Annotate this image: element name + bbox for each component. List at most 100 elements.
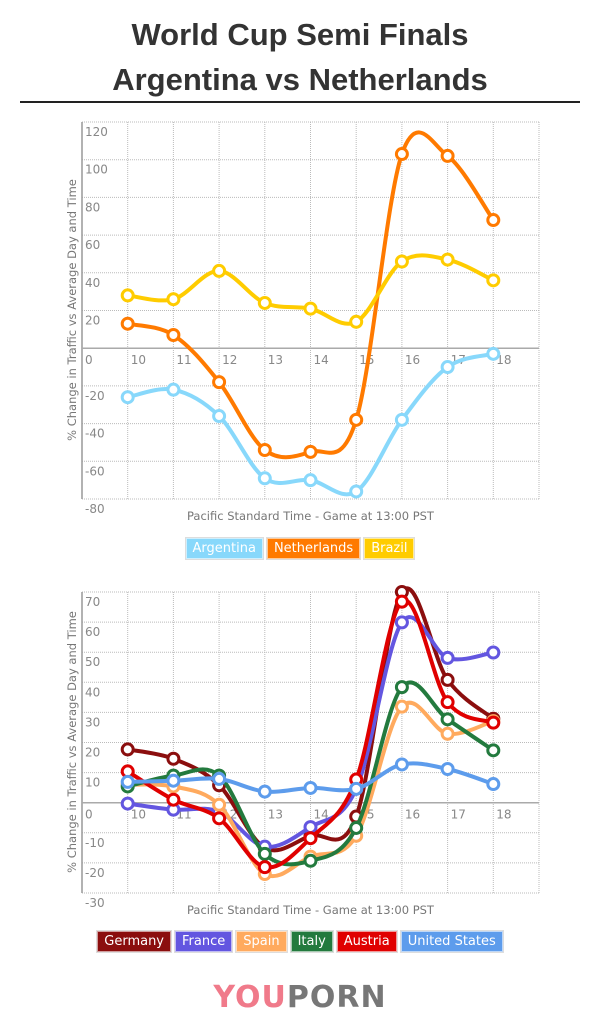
y-tick-label: 20	[85, 314, 100, 328]
legend-item-italy: Italy	[289, 930, 334, 953]
legend-item-united-states: United States	[399, 930, 504, 953]
data-point	[394, 254, 409, 269]
data-point	[440, 672, 455, 687]
data-point	[440, 712, 455, 727]
x-tick-label: 17	[451, 808, 466, 822]
data-point	[394, 147, 409, 162]
data-point	[440, 148, 455, 163]
data-point	[257, 860, 272, 875]
data-point	[303, 820, 318, 835]
y-tick-label: -20	[85, 389, 105, 403]
x-tick-label: 10	[131, 808, 146, 822]
series-italy	[120, 680, 501, 868]
data-point	[394, 412, 409, 427]
x-tick-label: 16	[405, 808, 420, 822]
data-point	[120, 774, 135, 789]
data-point	[257, 442, 272, 457]
x-axis-label: Pacific Standard Time - Game at 13:00 PS…	[187, 509, 435, 523]
data-point	[349, 781, 364, 796]
data-point	[440, 650, 455, 665]
y-axis-label: % Change in Traffic vs Average Day and T…	[65, 611, 79, 873]
data-point	[349, 484, 364, 499]
data-point	[440, 726, 455, 741]
data-point	[212, 797, 227, 812]
data-point	[486, 743, 501, 758]
data-point	[166, 773, 181, 788]
x-tick-label: 16	[405, 353, 420, 367]
data-point	[440, 360, 455, 375]
y-tick-label: -80	[85, 502, 105, 516]
logo-part-1: YOU	[213, 980, 287, 1015]
data-point	[166, 792, 181, 807]
y-tick-label: 80	[85, 200, 100, 214]
data-point	[212, 263, 227, 278]
y-tick-label: 50	[85, 655, 100, 669]
title-line-2: Argentina vs Netherlands	[112, 62, 488, 97]
data-point	[486, 346, 501, 361]
series-brazil	[120, 252, 501, 329]
y-tick-label: 120	[85, 125, 108, 139]
legend-bottom-chart: Germany France Spain Italy Austria United Sta…	[0, 930, 600, 953]
legend-item-argentina: Argentina	[184, 537, 264, 560]
data-point	[394, 699, 409, 714]
data-point	[303, 780, 318, 795]
data-point	[212, 375, 227, 390]
x-zero-label: 0	[85, 808, 93, 822]
page-title: World Cup Semi Finals Argentina vs Nethe…	[0, 12, 600, 102]
y-tick-label: 60	[85, 625, 100, 639]
legend-item-spain: Spain	[235, 930, 288, 953]
data-point	[120, 796, 135, 811]
data-point	[212, 771, 227, 786]
data-point	[394, 757, 409, 772]
data-point	[486, 273, 501, 288]
y-tick-label: 20	[85, 746, 100, 760]
data-point	[120, 316, 135, 331]
data-point	[166, 382, 181, 397]
title-divider	[20, 101, 580, 103]
data-point	[257, 295, 272, 310]
x-tick-label: 14	[314, 353, 329, 367]
data-point	[440, 695, 455, 710]
y-tick-label: -40	[85, 427, 105, 441]
series-line	[127, 680, 495, 867]
x-tick-label: 18	[496, 353, 511, 367]
x-tick-label: 13	[268, 353, 283, 367]
legend-item-netherlands: Netherlands	[265, 537, 362, 560]
series-line	[127, 130, 495, 460]
data-point	[486, 715, 501, 730]
y-tick-label: 30	[85, 715, 100, 729]
y-tick-label: -30	[85, 896, 105, 910]
data-point	[303, 853, 318, 868]
youporn-logo: YOUPORN	[0, 980, 600, 1015]
y-tick-label: 100	[85, 163, 108, 177]
data-point	[166, 751, 181, 766]
data-point	[166, 292, 181, 307]
data-point	[212, 409, 227, 424]
x-tick-label: 13	[268, 808, 283, 822]
data-point	[303, 444, 318, 459]
data-point	[303, 473, 318, 488]
x-zero-label: 0	[85, 353, 93, 367]
series-line	[127, 700, 494, 879]
series-austria	[120, 594, 501, 875]
y-tick-label: 40	[85, 685, 100, 699]
series-netherlands	[120, 130, 501, 460]
data-point	[303, 301, 318, 316]
data-point	[349, 314, 364, 329]
y-tick-label: -10	[85, 836, 105, 850]
data-point	[120, 390, 135, 405]
legend-item-brazil: Brazil	[363, 537, 416, 560]
data-point	[349, 412, 364, 427]
x-tick-label: 18	[496, 808, 511, 822]
legend-item-france: France	[174, 930, 234, 953]
x-tick-label: 10	[131, 353, 146, 367]
legend-item-austria: Austria	[335, 930, 398, 953]
y-axis-label: % Change in Traffic vs Average Day and T…	[65, 179, 79, 441]
series-united-states	[120, 757, 501, 799]
data-point	[257, 846, 272, 861]
data-point	[212, 811, 227, 826]
logo-part-2: PORN	[286, 980, 387, 1015]
